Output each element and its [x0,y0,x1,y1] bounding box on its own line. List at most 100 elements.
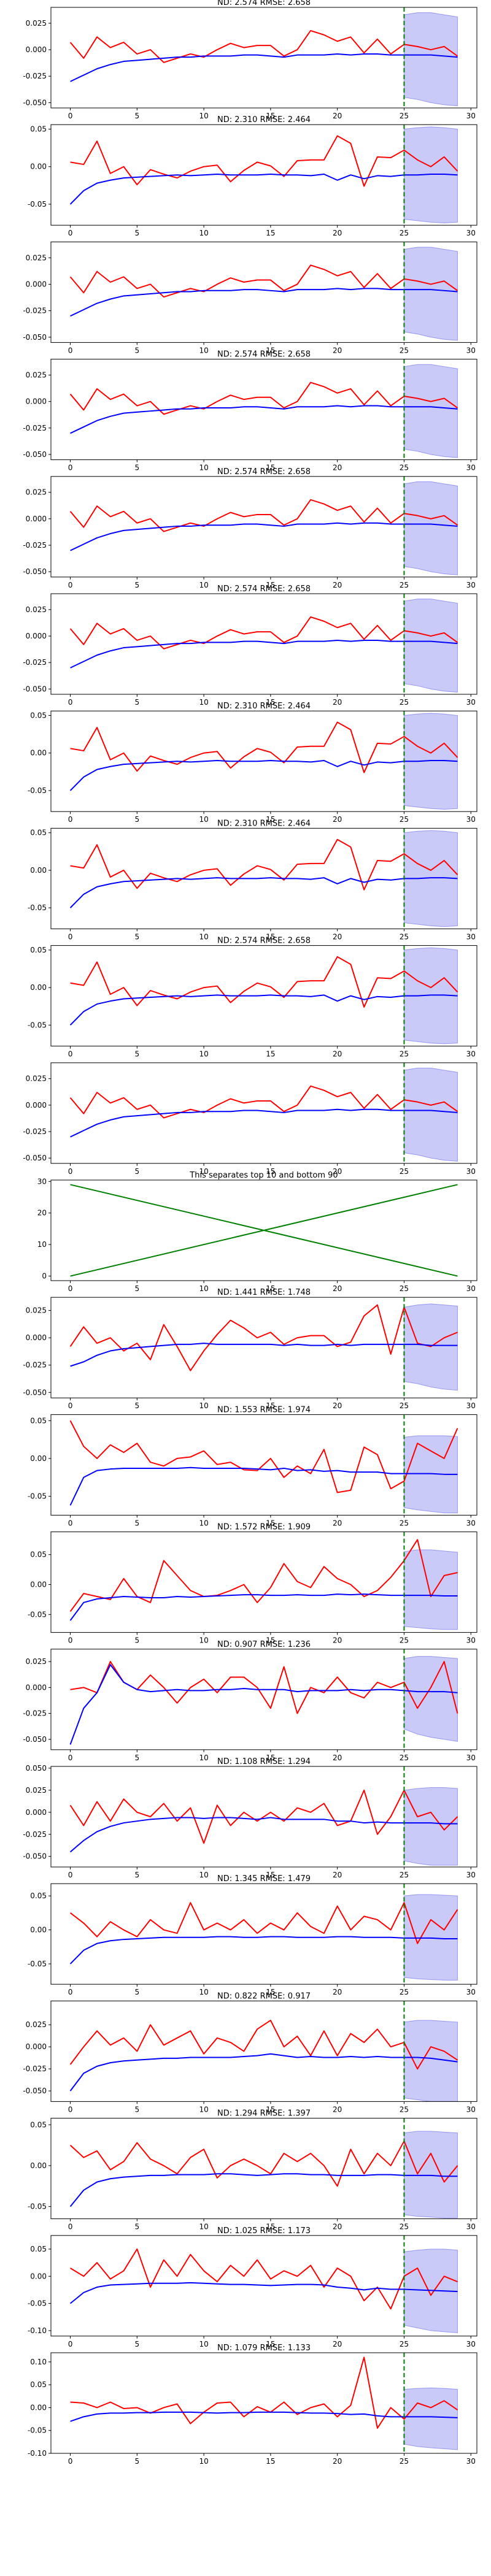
y-tick-label: 10 [37,1240,47,1249]
predicted-series-line [70,53,458,82]
x-tick-label: 10 [199,1871,208,1879]
x-tick-label: 20 [333,1636,342,1645]
y-tick-label: -0.050 [23,1388,47,1397]
x-tick-label: 10 [199,464,208,472]
chart-10: 0 5 10 15 20 25 30 0.025 0.000 -0.025 -0.050 [23,1062,477,1176]
x-tick-label: 5 [135,346,140,355]
chart-9: ND: 2.574 RMSE: 2.658 0 5 10 15 20 25 30 0.05 0.0… [28,937,477,1059]
x-tick-label: 30 [466,581,476,589]
axes-frame [50,2118,477,2220]
x-tick-label: 0 [68,1754,73,1762]
x-tick-label: 0 [68,2340,73,2348]
x-tick-label: 0 [68,815,73,824]
x-tick-label: 20 [333,1754,342,1762]
x-tick-label: 5 [135,1636,140,1645]
chart-4: ND: 2.574 RMSE: 2.658 0 5 10 15 20 25 30 0.025 0.… [23,350,477,472]
y-tick-label: 0.05 [30,1551,47,1559]
chart-12: ND: 1.441 RMSE: 1.748 0 5 10 15 20 25 30 0.025 0.… [23,1288,477,1410]
chart-16: ND: 1.108 RMSE: 1.294 0 5 10 15 20 25 30 0.050 0.… [23,1757,477,1879]
predicted-series-line [69,1466,458,1506]
chart-title: ND: 0.822 RMSE: 0.917 [217,1991,311,2001]
x-tick-label: 20 [333,1988,342,1996]
x-tick-label: 30 [466,1871,476,1879]
x-tick-label: 5 [135,1988,140,1996]
x-tick-label: 20 [333,346,342,355]
x-tick-label: 0 [68,1988,73,1996]
chart-title: ND: 1.294 RMSE: 1.397 [217,2109,311,2118]
predicted-series-line [70,288,458,317]
x-tick-label: 15 [266,1636,275,1645]
y-tick-label: 0.000 [26,1333,47,1342]
x-tick-label: 5 [135,112,140,120]
x-tick-label: 15 [266,1754,275,1762]
uncertainty-band [403,2387,458,2450]
chart-title: ND: 2.574 RMSE: 2.658 [217,0,311,7]
x-tick-label: 25 [400,1754,409,1762]
uncertainty-band [403,599,458,693]
x-tick-label: 30 [466,2223,476,2231]
chart-title: ND: 1.079 RMSE: 1.133 [217,2344,311,2353]
y-tick-label: 0.05 [30,2380,47,2389]
y-tick-label: 0.050 [26,1764,47,1773]
predicted-series-line [69,173,458,205]
y-tick-label: -0.05 [28,903,47,912]
x-tick-label: 15 [266,815,275,824]
x-tick-label: 10 [199,815,208,824]
x-tick-label: 25 [400,1050,409,1059]
x-tick-label: 5 [135,1871,140,1879]
x-tick-label: 20 [333,112,342,120]
x-tick-label: 25 [400,1167,409,1176]
x-tick-label: 30 [466,1050,476,1059]
x-tick-label: 15 [266,1519,275,1527]
chart-15: ND: 0.907 RMSE: 1.236 0 5 10 15 20 25 30 0.025 0.… [23,1640,477,1762]
plot-area [69,1766,458,1867]
y-tick-label: -0.050 [23,333,47,342]
x-tick-label: 10 [199,1401,208,1410]
axes-frame [50,124,477,226]
plot-area [70,1184,458,1277]
chart-7: ND: 2.310 RMSE: 2.464 0 5 10 15 20 25 30 0.05 0.0… [28,702,477,824]
x-tick-label: 0 [68,1636,73,1645]
y-tick-label: -0.05 [28,786,47,795]
y-tick-label: -0.10 [28,2326,47,2335]
y-tick-label: 0.025 [26,19,47,28]
x-tick-label: 5 [135,815,140,824]
x-tick-label: 0 [68,464,73,472]
actual-series-line [69,1539,458,1612]
x-tick-label: 30 [466,464,476,472]
x-tick-label: 25 [400,2457,409,2466]
chart-title: ND: 1.441 RMSE: 1.748 [217,1288,311,1297]
plot-area [69,2001,458,2102]
x-tick-label: 5 [135,1284,140,1293]
plot-area [69,242,458,343]
actual-series-line [69,2020,458,2070]
axes-frame [50,2352,477,2454]
x-tick-label: 20 [333,698,342,707]
plot-area [69,2235,458,2336]
y-tick-label: 0.00 [30,983,47,992]
chart-19: ND: 1.294 RMSE: 1.397 0 5 10 15 20 25 30 0.05 0.0… [28,2109,477,2231]
plot-area [69,476,458,577]
x-tick-label: 0 [68,112,73,120]
chart-3: 0 5 10 15 20 25 30 0.025 0.000 -0.025 -0.050 [23,241,477,355]
chart-11: This separates top 10 and bottom 90 0 5 10 1… [37,1171,477,1293]
x-tick-label: 10 [199,2223,208,2231]
y-tick-label: -0.025 [23,1127,47,1136]
x-tick-label: 20 [333,229,342,237]
y-tick-label: -0.05 [28,1021,47,1029]
uncertainty-band [403,2020,458,2102]
uncertainty-band [403,1787,458,1866]
plot-area [69,711,458,812]
x-tick-label: 20 [333,1519,342,1527]
y-tick-label: -0.025 [23,2064,47,2073]
plot-area [69,1884,458,1985]
axes-frame [50,827,477,929]
x-tick-label: 20 [333,581,342,589]
y-tick-label: -0.025 [23,1709,47,1718]
x-tick-label: 5 [135,1519,140,1527]
x-tick-label: 15 [266,581,275,589]
uncertainty-band [403,830,458,927]
x-tick-label: 25 [400,464,409,472]
predicted-series-line [70,1343,458,1367]
